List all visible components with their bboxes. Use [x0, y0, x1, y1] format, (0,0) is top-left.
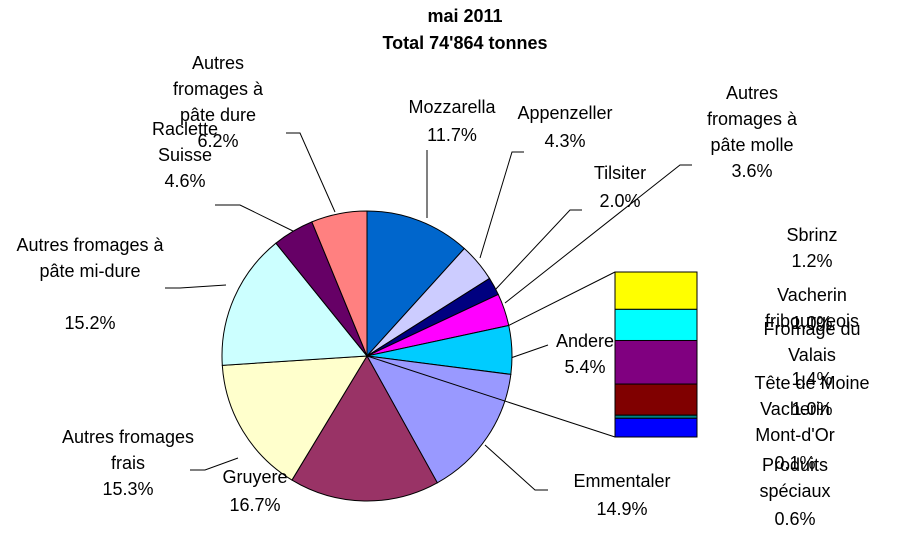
slice-label: Autres fromages à pâte molle — [706, 83, 798, 155]
slice-value: 4.3% — [544, 131, 586, 151]
leader-line — [494, 209, 582, 291]
slice-value: 15.3% — [102, 479, 154, 499]
slice-value: 6.2% — [197, 131, 239, 151]
bar-value: 1.0% — [791, 313, 833, 333]
slice-value: 11.7% — [427, 125, 477, 145]
bar-label: Produits spéciaux — [759, 455, 831, 501]
leader-line — [286, 132, 336, 213]
slice-value: 3.6% — [731, 161, 773, 181]
pie-slice — [221, 355, 368, 481]
slice-label: Emmentaler — [573, 471, 671, 491]
bar-value: 0.6% — [774, 509, 816, 529]
slice-value: 15.2% — [64, 313, 116, 333]
bar-value: 1.0% — [791, 399, 833, 419]
slice-value: 2.0% — [599, 191, 641, 211]
connector-line — [366, 355, 616, 438]
slice-label: Mozzarella — [408, 97, 496, 117]
pie-slice — [311, 210, 368, 357]
pie-slice — [221, 242, 368, 366]
chart-title: mai 2011 — [427, 6, 503, 26]
slice-label: Gruyere — [222, 467, 288, 487]
bar-segment — [614, 383, 698, 416]
leader-line — [484, 444, 548, 491]
leader-line — [479, 151, 524, 259]
bar-segment — [614, 417, 698, 438]
bar-segment — [614, 271, 698, 310]
bar-label: Fromage du Valais — [763, 319, 861, 365]
bar-value: 1.2% — [791, 251, 833, 271]
bar-segment — [614, 339, 698, 385]
leader-line — [215, 204, 296, 233]
bar-label: Sbrinz — [786, 225, 838, 245]
slice-label: Raclette Suisse — [151, 119, 219, 165]
slice-label: Andere — [555, 331, 615, 351]
chart-title: Total 74'864 tonnes — [382, 33, 548, 53]
bar-label: Tête de Moine — [754, 373, 870, 393]
leader-line — [190, 457, 239, 471]
pie-slice — [366, 210, 466, 358]
slice-label: Autres fromages à pâte dure — [172, 53, 264, 125]
pie-slice — [291, 355, 438, 502]
pie-slice — [366, 355, 512, 484]
bar-label: Vacherin fribourgeois — [764, 285, 860, 331]
slice-value: 5.4% — [564, 357, 606, 377]
bar-label: Vacherin Mont-d'Or — [755, 399, 835, 445]
slice-label: Appenzeller — [517, 103, 613, 123]
leader-line — [165, 284, 227, 289]
slice-label: Tilsiter — [593, 163, 647, 183]
connector-line — [508, 271, 616, 326]
slice-label: Autres fromages frais — [61, 427, 195, 473]
slice-value: 14.9% — [596, 499, 648, 519]
leader-line — [504, 164, 692, 304]
bar-value: 0.1% — [774, 453, 816, 473]
bar-value: 1.4% — [791, 369, 833, 389]
slice-label: Autres fromages à pâte mi-dure — [16, 235, 164, 281]
slice-value: 4.6% — [164, 171, 206, 191]
slice-value: 16.7% — [229, 495, 281, 515]
